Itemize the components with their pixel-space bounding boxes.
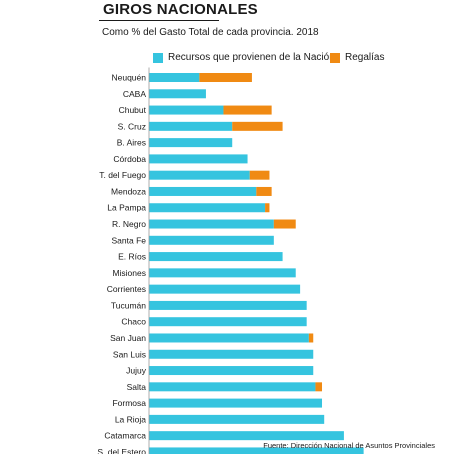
category-label: Salta [127, 382, 147, 392]
legend-label-regalias: Regalías [345, 52, 385, 63]
bar-regalias [199, 73, 252, 82]
bar-regalias [223, 105, 272, 115]
category-label: La Pampa [107, 203, 146, 213]
bar-nacion [149, 170, 250, 180]
category-label: San Juan [110, 333, 146, 343]
bar-nacion [149, 382, 316, 392]
category-label: Chaco [121, 317, 146, 327]
chart-subtitle: Como % del Gasto Total de cada provincia… [102, 27, 319, 38]
source-note: Fuente: Dirección Nacional de Asuntos Pr… [263, 441, 435, 450]
category-label: E. Ríos [118, 252, 146, 262]
bar-nacion [149, 186, 257, 196]
bar-nacion [149, 333, 309, 343]
title-underline [99, 20, 219, 21]
bar-nacion [149, 138, 233, 148]
category-label: B. Aires [117, 138, 146, 148]
category-label: San Luis [113, 349, 146, 359]
category-label: Mendoza [111, 186, 146, 196]
chart-title: GIROS NACIONALES [103, 1, 258, 18]
bar-nacion [149, 73, 200, 82]
bar-nacion [149, 252, 283, 262]
bar-regalias [249, 170, 270, 180]
category-label: Córdoba [113, 154, 146, 164]
category-label: Formosa [112, 398, 146, 408]
bar-nacion [149, 235, 274, 245]
bar-regalias [256, 186, 272, 196]
bar-regalias [232, 121, 283, 131]
category-label: Jujuy [126, 366, 147, 376]
bar-regalias [308, 333, 314, 343]
category-label: R. Negro [112, 219, 146, 229]
bar-regalias [315, 382, 323, 392]
category-label: Chubut [119, 105, 147, 115]
legend-item-regalias: Regalías [330, 52, 384, 63]
bar-nacion [149, 300, 307, 310]
bar-nacion [149, 154, 248, 164]
bar-nacion [149, 268, 296, 278]
bar-nacion [149, 317, 307, 327]
category-label: Neuquén [111, 73, 146, 83]
bar-nacion [149, 398, 323, 408]
bar-regalias [265, 203, 270, 213]
bar-nacion [149, 203, 266, 213]
category-label: La Rioja [115, 414, 146, 424]
bar-nacion [149, 447, 364, 454]
category-label: Corrientes [107, 284, 146, 294]
category-label: CABA [123, 89, 146, 99]
bar-regalias [273, 219, 296, 229]
bar-nacion [149, 414, 325, 424]
category-label: S. del Estero [97, 447, 146, 454]
category-label: S. Cruz [118, 121, 146, 131]
legend-swatch-regalias [330, 52, 340, 63]
bar-nacion [149, 121, 233, 131]
category-label: Tucumán [111, 300, 146, 310]
bar-nacion [149, 105, 224, 115]
bar-nacion [149, 349, 314, 359]
category-label: Misiones [112, 268, 146, 278]
bar-nacion [149, 284, 301, 294]
legend-label-nacion: Recursos que provienen de la Nación [168, 52, 335, 63]
bar-nacion [149, 219, 274, 229]
legend-swatch-nacion [153, 52, 163, 63]
bar-nacion [149, 366, 314, 376]
bar-nacion [149, 431, 344, 441]
category-label: Santa Fe [112, 235, 147, 245]
bar-nacion [149, 89, 206, 99]
category-label: T. del Fuego [99, 170, 146, 180]
category-label: Catamarca [104, 431, 146, 441]
legend-item-nacion: Recursos que provienen de la Nación [153, 52, 335, 63]
